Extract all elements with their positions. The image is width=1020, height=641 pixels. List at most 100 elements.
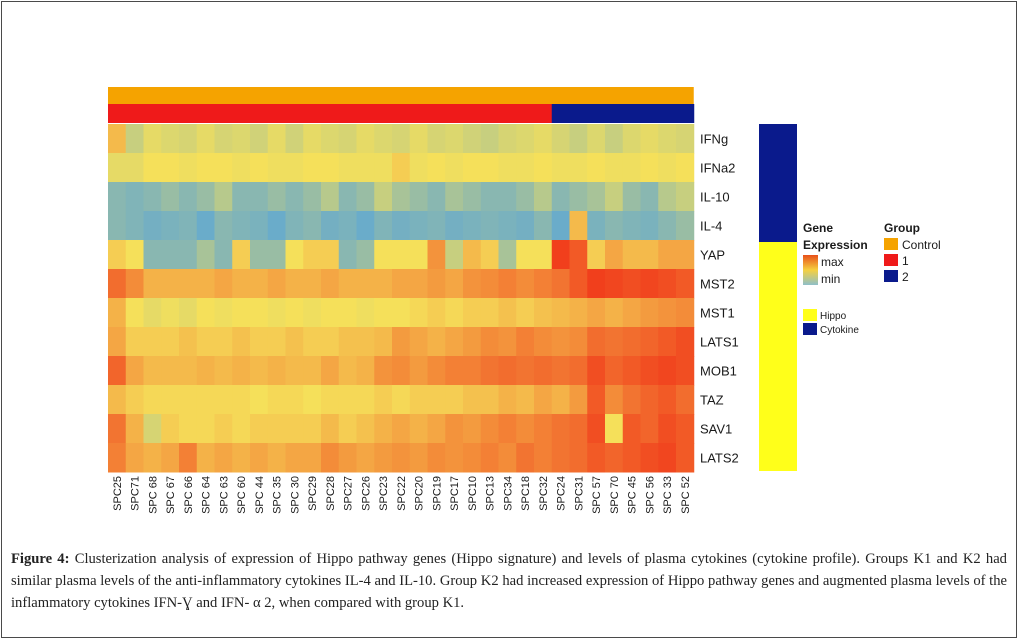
heatmap-cell bbox=[516, 153, 535, 183]
column-label: SPC 68 bbox=[147, 476, 159, 514]
heatmap-cell bbox=[214, 182, 233, 212]
heatmap-cell bbox=[569, 211, 588, 241]
group-cell bbox=[551, 104, 570, 123]
heatmap-cell bbox=[338, 153, 357, 183]
legend: Gene Expression max min Group Control 1 … bbox=[803, 221, 941, 336]
heatmap-cell bbox=[640, 153, 659, 183]
row-label: TAZ bbox=[700, 393, 724, 408]
heatmap-cell bbox=[569, 182, 588, 212]
heatmap-figure: IFNg IFNa2 IL-10 IL-4 YAP MST2 MST1 LATS1 MOB1 TA… bbox=[108, 87, 941, 514]
heatmap-cell bbox=[498, 211, 517, 241]
heatmap-cell bbox=[498, 298, 517, 328]
heatmap-cell bbox=[392, 298, 411, 328]
heatmap-cell bbox=[321, 211, 340, 241]
group-cell bbox=[534, 104, 553, 123]
heatmap-cell bbox=[605, 153, 624, 183]
group-cell bbox=[196, 104, 215, 123]
heatmap-cell bbox=[321, 327, 340, 357]
heatmap-cell bbox=[516, 385, 535, 415]
caption-text: Clusterization analysis of expression of… bbox=[11, 551, 1007, 611]
heatmap-cell bbox=[321, 443, 340, 473]
heatmap-cell bbox=[161, 124, 180, 154]
heatmap-cell bbox=[267, 298, 286, 328]
heatmap-cell bbox=[605, 327, 624, 357]
heatmap-cell bbox=[480, 356, 499, 386]
heatmap-cell bbox=[321, 124, 340, 154]
row-label: IFNa2 bbox=[700, 161, 735, 176]
heatmap-cell bbox=[108, 414, 127, 444]
heatmap-cell bbox=[658, 153, 677, 183]
heatmap-cell bbox=[409, 327, 428, 357]
heatmap-cell bbox=[587, 414, 606, 444]
column-label: SPC27 bbox=[343, 476, 355, 511]
legend-gene-title-2: Expression bbox=[803, 238, 868, 252]
heatmap-cell bbox=[356, 414, 375, 444]
heatmap-cell bbox=[676, 182, 695, 212]
heatmap-cell bbox=[409, 414, 428, 444]
heatmap-cell bbox=[214, 269, 233, 299]
group-cell bbox=[516, 104, 535, 123]
heatmap-cell bbox=[179, 356, 198, 386]
column-label: SPC 66 bbox=[183, 476, 195, 514]
heatmap-cell bbox=[427, 385, 446, 415]
heatmap-cell bbox=[640, 211, 659, 241]
heatmap-cell bbox=[534, 153, 553, 183]
group-cell bbox=[409, 104, 428, 123]
heatmap-cell bbox=[605, 124, 624, 154]
heatmap-cell bbox=[498, 356, 517, 386]
heatmap-cell bbox=[569, 414, 588, 444]
heatmap-cell bbox=[445, 182, 464, 212]
heatmap-cell bbox=[161, 385, 180, 415]
heatmap-cell bbox=[356, 298, 375, 328]
row-label: IL-10 bbox=[700, 190, 730, 205]
heatmap-cell bbox=[534, 182, 553, 212]
heatmap-cell bbox=[516, 327, 535, 357]
heatmap-cell bbox=[676, 298, 695, 328]
heatmap-cell bbox=[196, 356, 215, 386]
heatmap-cell bbox=[321, 269, 340, 299]
heatmap-cell bbox=[445, 240, 464, 270]
heatmap-cell bbox=[321, 414, 340, 444]
heatmap-cell bbox=[338, 298, 357, 328]
heatmap-cell bbox=[214, 298, 233, 328]
heatmap-cell bbox=[409, 385, 428, 415]
heatmap-cell bbox=[551, 385, 570, 415]
heatmap-cell bbox=[605, 269, 624, 299]
heatmap-cell bbox=[427, 211, 446, 241]
heatmap-cell bbox=[409, 269, 428, 299]
heatmap-cell bbox=[267, 414, 286, 444]
heatmap-cell bbox=[622, 153, 641, 183]
heatmap-cell bbox=[605, 182, 624, 212]
heatmap-cell bbox=[303, 269, 322, 299]
heatmap-cell bbox=[622, 182, 641, 212]
column-label: SPC 45 bbox=[627, 476, 639, 514]
legend-min-label: min bbox=[821, 272, 840, 286]
column-label: SPC34 bbox=[502, 476, 514, 511]
heatmap-cell bbox=[445, 153, 464, 183]
column-label: SPC18 bbox=[520, 476, 532, 511]
heatmap-cell bbox=[232, 443, 251, 473]
heatmap-cell bbox=[374, 182, 393, 212]
heatmap-cell bbox=[321, 240, 340, 270]
legend-cytokine-swatch bbox=[803, 323, 817, 335]
heatmap-cell bbox=[303, 153, 322, 183]
heatmap-cell bbox=[267, 269, 286, 299]
heatmap-cell bbox=[338, 269, 357, 299]
group-cell bbox=[321, 104, 340, 123]
heatmap-cell bbox=[303, 182, 322, 212]
heatmap-cell bbox=[196, 240, 215, 270]
heatmap-cell bbox=[250, 327, 269, 357]
column-label: SPC22 bbox=[396, 476, 408, 511]
heatmap-cell bbox=[214, 327, 233, 357]
group-cell bbox=[143, 104, 162, 123]
figure-caption: Figure 4: Clusterization analysis of exp… bbox=[11, 548, 1007, 614]
heatmap-cell bbox=[161, 182, 180, 212]
heatmap-cell bbox=[463, 269, 482, 299]
heatmap-cell bbox=[605, 356, 624, 386]
heatmap-cell bbox=[250, 211, 269, 241]
heatmap-cell bbox=[214, 443, 233, 473]
heatmap-cell bbox=[374, 385, 393, 415]
heatmap-cell bbox=[640, 414, 659, 444]
heatmap-cell bbox=[161, 153, 180, 183]
heatmap-cell bbox=[534, 385, 553, 415]
